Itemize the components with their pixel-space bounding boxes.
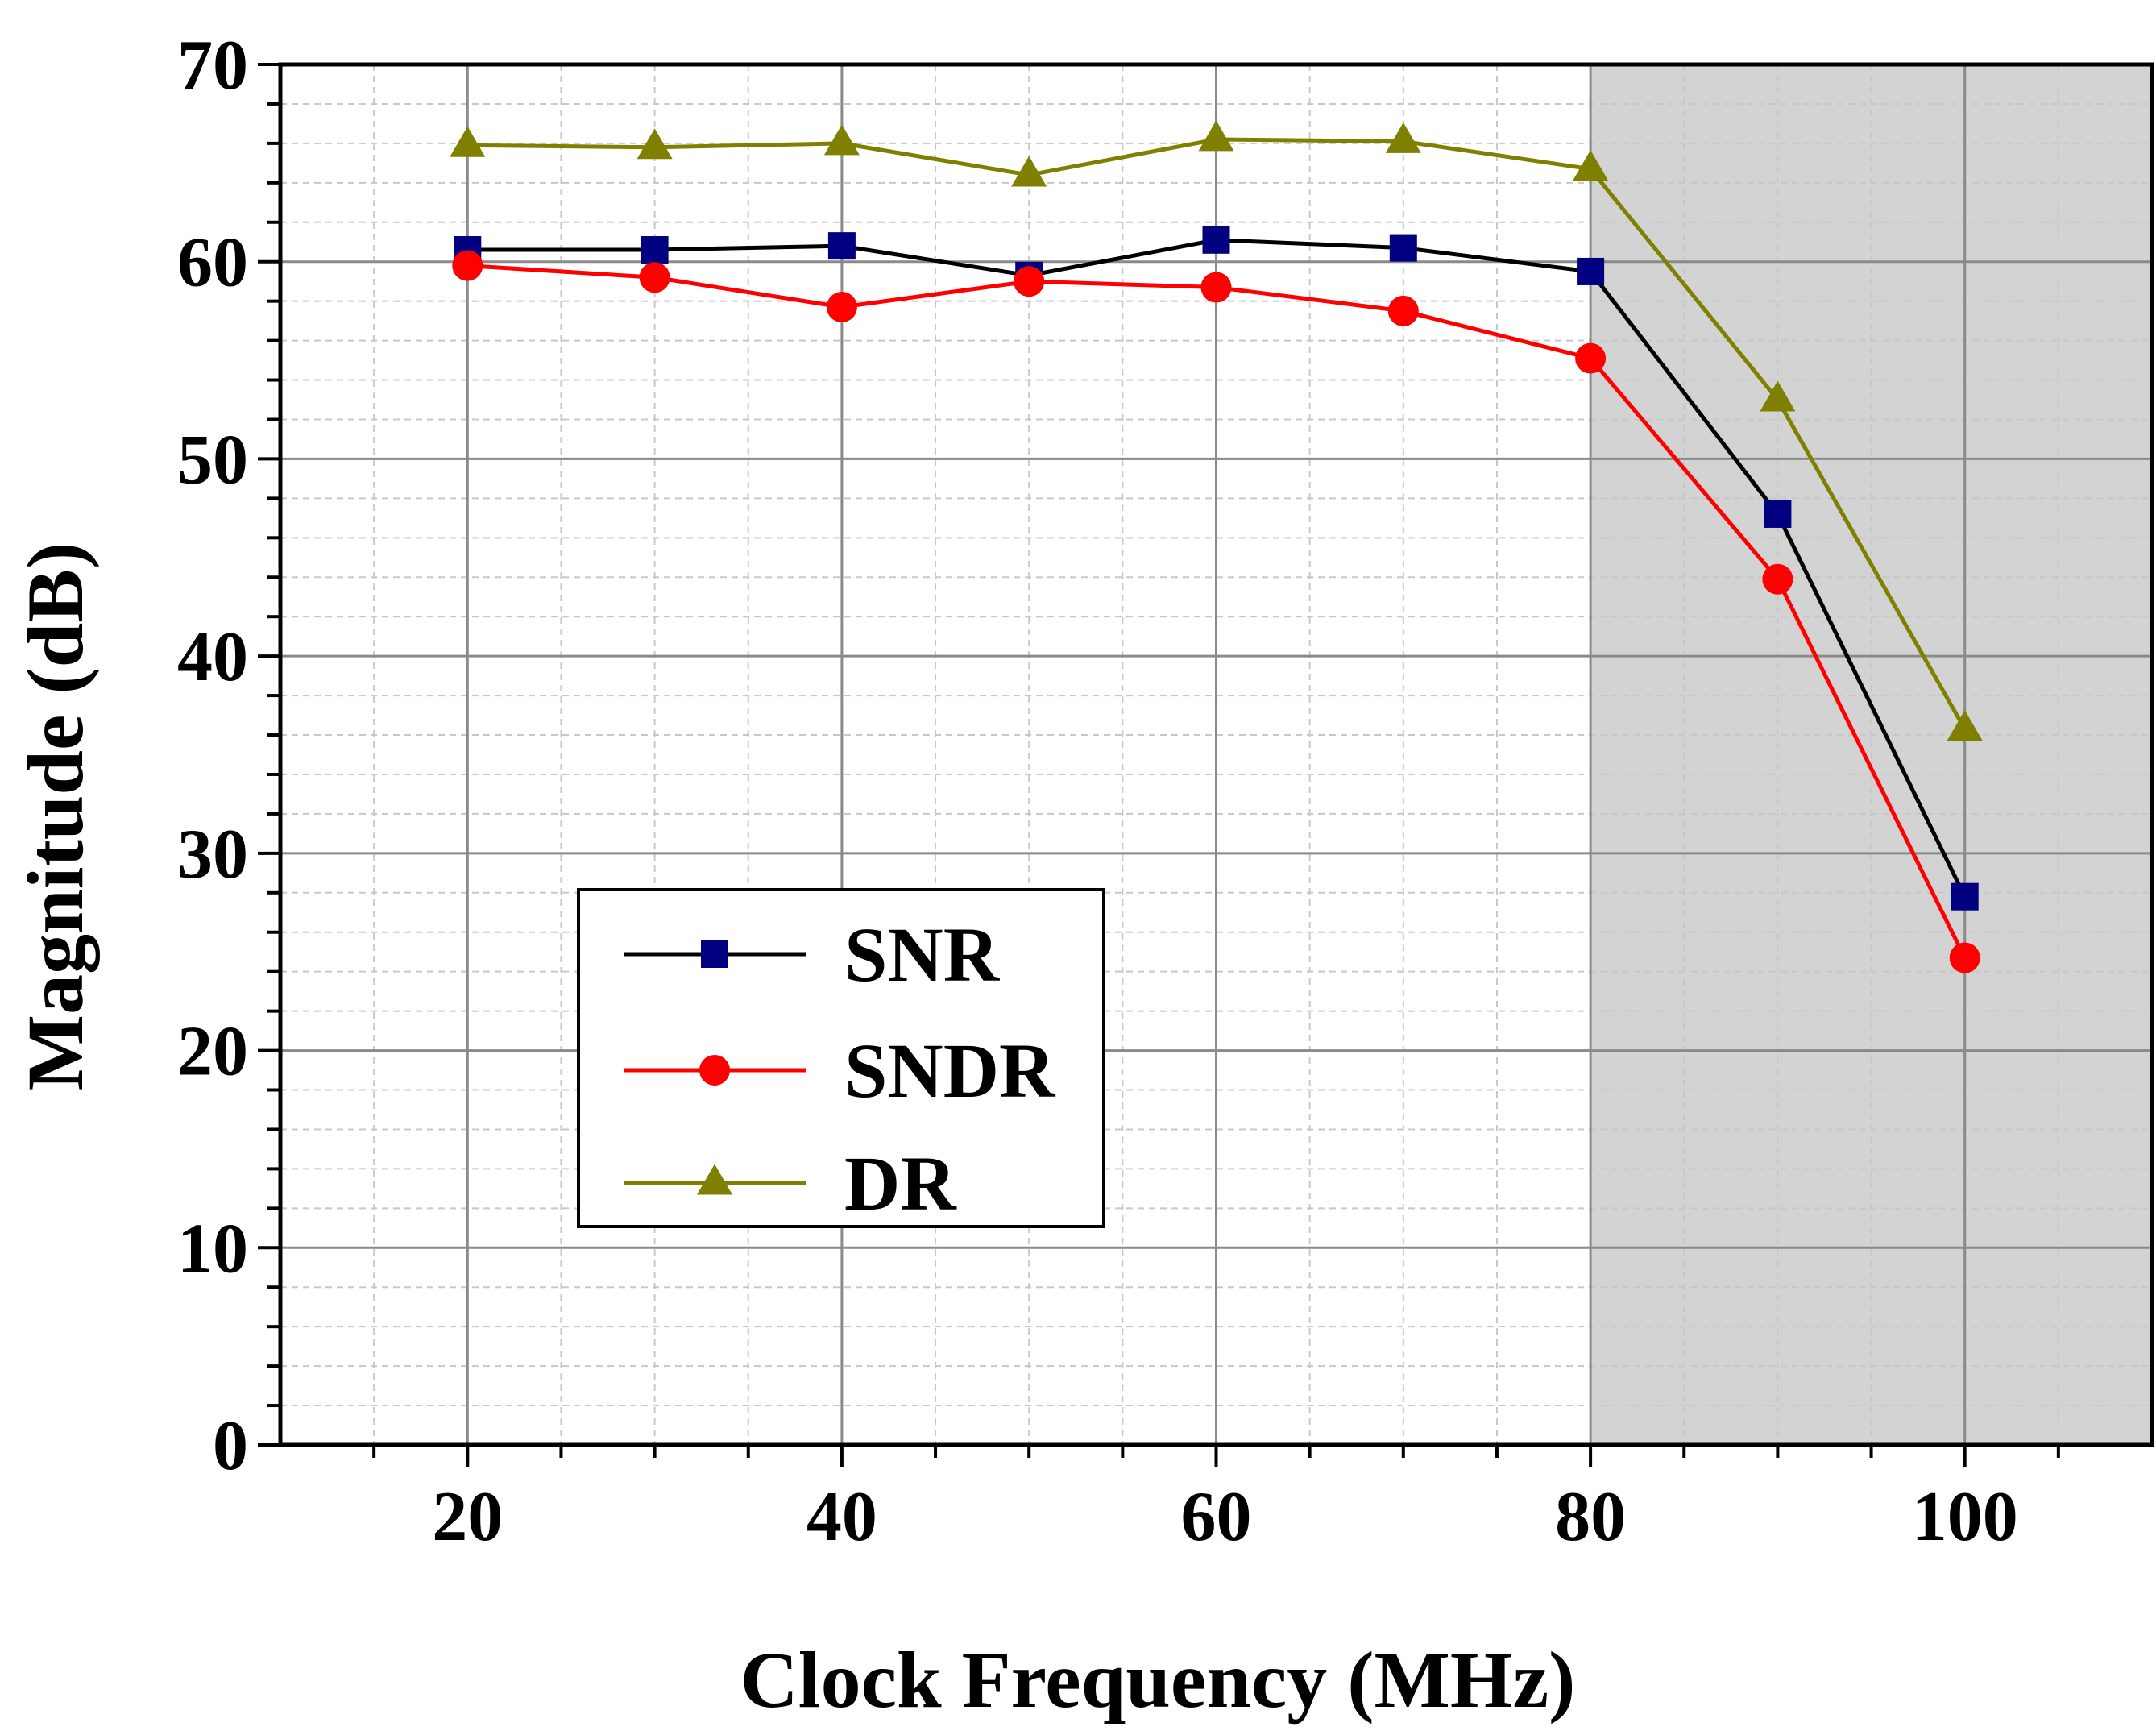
data-point-sndr [452,250,483,281]
series-sndr [452,250,1980,973]
data-point-sndr [1387,295,1419,326]
legend-label-snr: SNR [844,911,1001,998]
series-dr [450,120,1983,741]
x-tick-label: 60 [1181,1478,1252,1556]
tick-label-layer: 20 40 60 80 100 0 10 20 30 40 50 60 70 [177,27,2018,1556]
data-point-sndr [1762,563,1793,595]
x-axis-title: Clock Frequency (MHz) [740,1635,1576,1725]
data-point-sndr [1949,942,1980,973]
x-tick-label: 100 [1912,1478,2018,1556]
y-tick-label: 10 [177,1210,248,1288]
data-point-dr [1011,156,1047,187]
legend-marker-sndr [699,1055,730,1086]
legend: SNR SNDR DR [577,888,1105,1228]
legend-marker-dr [697,1164,732,1195]
x-tick-label: 20 [432,1478,503,1556]
data-point-sndr [1014,266,1045,297]
y-tick-label: 40 [177,618,248,696]
legend-marker-snr [701,940,728,968]
data-point-dr [1385,122,1421,153]
data-point-snr [1764,500,1792,528]
legend-label-sndr: SNDR [844,1027,1056,1114]
data-point-snr [1951,882,1979,911]
data-point-snr [1577,257,1605,285]
data-point-dr [1573,150,1609,181]
data-point-snr [1389,234,1417,262]
data-point-snr [1202,226,1230,254]
data-point-snr [641,236,669,264]
legend-label-dr: DR [844,1140,957,1227]
y-tick-label: 0 [213,1407,248,1485]
legend-box [577,888,1105,1228]
y-tick-label: 50 [177,421,248,499]
series-layer [450,120,1983,973]
y-tick-label: 70 [177,27,248,105]
data-point-dr [1947,710,1983,741]
y-axis-title: Magnitude (dB) [10,542,100,1091]
data-point-sndr [1575,342,1607,374]
data-point-sndr [826,291,857,322]
data-point-dr [823,124,860,156]
data-point-dr [636,128,673,160]
data-point-sndr [639,262,670,293]
x-tick-label: 40 [806,1478,877,1556]
y-tick-label: 30 [177,816,248,894]
data-point-dr [1198,120,1234,152]
data-point-dr [1760,380,1796,412]
data-point-sndr [1200,272,1232,303]
series-snr [454,226,1979,911]
axis-layer [258,62,2154,1467]
data-point-snr [827,232,856,260]
data-point-dr [450,126,486,157]
x-tick-label: 80 [1555,1478,1626,1556]
y-tick-label: 60 [177,224,248,302]
y-tick-label: 20 [177,1013,248,1091]
